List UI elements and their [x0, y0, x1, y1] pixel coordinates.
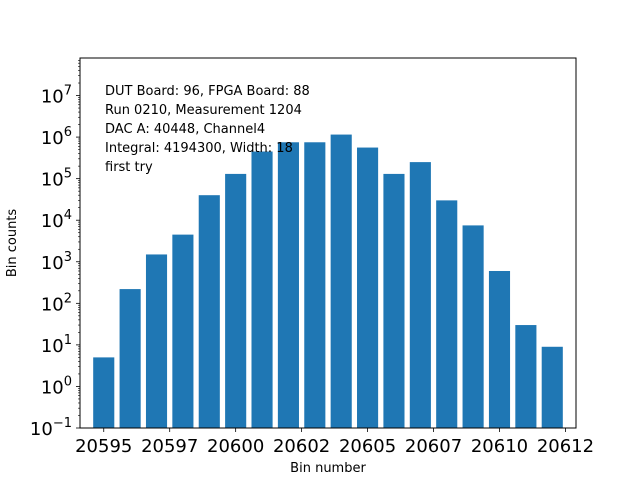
bar-20596 — [119, 289, 141, 428]
bars-group — [93, 134, 563, 429]
bar-20600 — [225, 173, 247, 428]
x-axis-ticks: 20595 20597 20600 20602 20605 20607 20610 20612 — [75, 428, 594, 457]
bar-20609 — [462, 225, 484, 428]
bar-20604 — [330, 134, 352, 428]
x-tick-label: 20595 — [75, 436, 132, 457]
y-tick-label: 106 — [41, 125, 72, 149]
y-axis-ticks: 10−1 100 101 102 103 104 105 106 107 — [30, 84, 80, 440]
x-axis-label: Bin number — [290, 461, 366, 476]
y-tick-label: 103 — [41, 250, 72, 274]
bar-20605 — [357, 147, 379, 429]
bar-20603 — [304, 142, 326, 428]
bar-20595 — [93, 357, 115, 428]
bar-20611 — [515, 325, 537, 428]
bar-20610 — [488, 270, 511, 428]
bar-20598 — [172, 234, 194, 428]
x-tick-label: 20600 — [207, 436, 264, 457]
y-tick-label: 10−1 — [30, 416, 72, 440]
x-tick-label: 20597 — [141, 436, 198, 457]
annotation-line: Run 0210, Measurement 1204 — [105, 103, 302, 118]
x-tick-label: 20610 — [471, 436, 528, 457]
y-axis-label: Bin counts — [5, 209, 20, 278]
x-tick-label: 20612 — [537, 436, 594, 457]
x-tick-label: 20607 — [405, 436, 462, 457]
bar-20607 — [409, 162, 431, 429]
y-tick-label: 104 — [41, 208, 72, 232]
y-tick-label: 105 — [41, 167, 72, 191]
x-tick-label: 20605 — [339, 436, 396, 457]
plot-frame — [79, 57, 577, 429]
bar-20606 — [383, 173, 405, 428]
annotation-line: first try — [105, 160, 153, 175]
bar-20599 — [198, 195, 220, 428]
y-tick-label: 101 — [41, 333, 72, 357]
x-tick-label: 20602 — [273, 436, 330, 457]
y-tick-label: 102 — [41, 291, 72, 315]
bar-20602 — [277, 142, 299, 428]
annotation-block: DUT Board: 96, FPGA Board: 88 Run 0210, M… — [105, 84, 310, 175]
bar-20601 — [251, 151, 273, 428]
annotation-line: DAC A: 40448, Channel4 — [105, 122, 265, 137]
annotation-line: DUT Board: 96, FPGA Board: 88 — [105, 84, 310, 99]
annotation-line: Integral: 4194300, Width: 18 — [105, 141, 293, 156]
y-tick-label: 107 — [41, 84, 72, 108]
y-tick-label: 100 — [41, 374, 72, 398]
bar-20608 — [436, 200, 458, 428]
bar-20612 — [541, 346, 563, 428]
bar-20597 — [145, 254, 168, 428]
